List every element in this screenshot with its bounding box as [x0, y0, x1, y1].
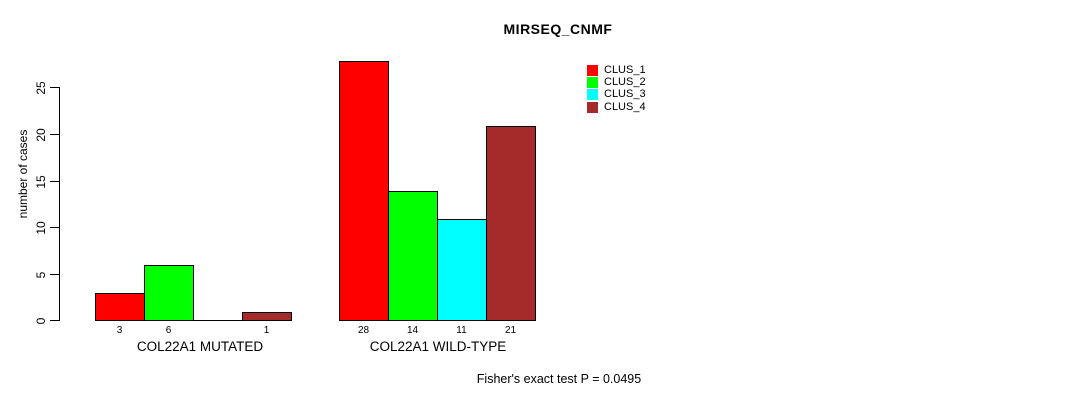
y-tick-label: 5	[34, 271, 48, 279]
legend-swatch-icon	[587, 89, 598, 100]
legend-swatch-icon	[587, 65, 598, 76]
group-label: COL22A1 MUTATED	[136, 339, 264, 354]
y-tick-label: 15	[34, 175, 48, 189]
bar-value-label: 21	[504, 325, 517, 336]
y-tick	[50, 274, 60, 275]
bar-CLUS_2	[388, 191, 438, 321]
bar-CLUS_1	[95, 293, 145, 321]
legend-label: CLUS_3	[604, 88, 646, 100]
legend-item: CLUS_1	[587, 65, 646, 76]
legend-label: CLUS_4	[604, 101, 646, 113]
bar-CLUS_2	[144, 265, 194, 321]
legend-swatch-icon	[587, 102, 598, 113]
y-tick-label: 10	[34, 221, 48, 235]
bar-CLUS_3	[437, 219, 487, 321]
bar-value-label: 14	[406, 325, 419, 336]
y-tick-label: 20	[34, 128, 48, 142]
bar-value-label: 28	[357, 325, 370, 336]
y-axis-label: number of cases	[16, 129, 30, 219]
group-label: COL22A1 WILD-TYPE	[369, 339, 507, 354]
bar-value-label: 3	[116, 325, 123, 336]
bar-value-label: 1	[263, 325, 270, 336]
bar-CLUS_4	[486, 126, 536, 321]
y-tick-label: 25	[34, 81, 48, 95]
legend-label: CLUS_1	[604, 64, 646, 76]
bar-CLUS_4	[242, 312, 292, 321]
legend-label: CLUS_2	[604, 76, 646, 88]
legend-item: CLUS_2	[587, 77, 646, 88]
y-axis	[59, 88, 60, 321]
chart-title: MIRSEQ_CNMF	[503, 21, 613, 37]
stat-annotation: Fisher's exact test P = 0.0495	[476, 372, 642, 386]
y-tick-label: 0	[34, 317, 48, 325]
bar-value-label: 6	[165, 325, 172, 336]
y-tick	[50, 320, 60, 321]
bar-value-label: 11	[456, 325, 467, 336]
legend-item: CLUS_4	[587, 102, 646, 113]
y-tick	[50, 87, 60, 88]
legend-swatch-icon	[587, 77, 598, 88]
y-tick	[50, 134, 60, 135]
bar-CLUS_3	[193, 320, 243, 321]
y-tick	[50, 227, 60, 228]
y-tick	[50, 181, 60, 182]
legend-item: CLUS_3	[587, 89, 646, 100]
bar-CLUS_1	[339, 61, 389, 321]
